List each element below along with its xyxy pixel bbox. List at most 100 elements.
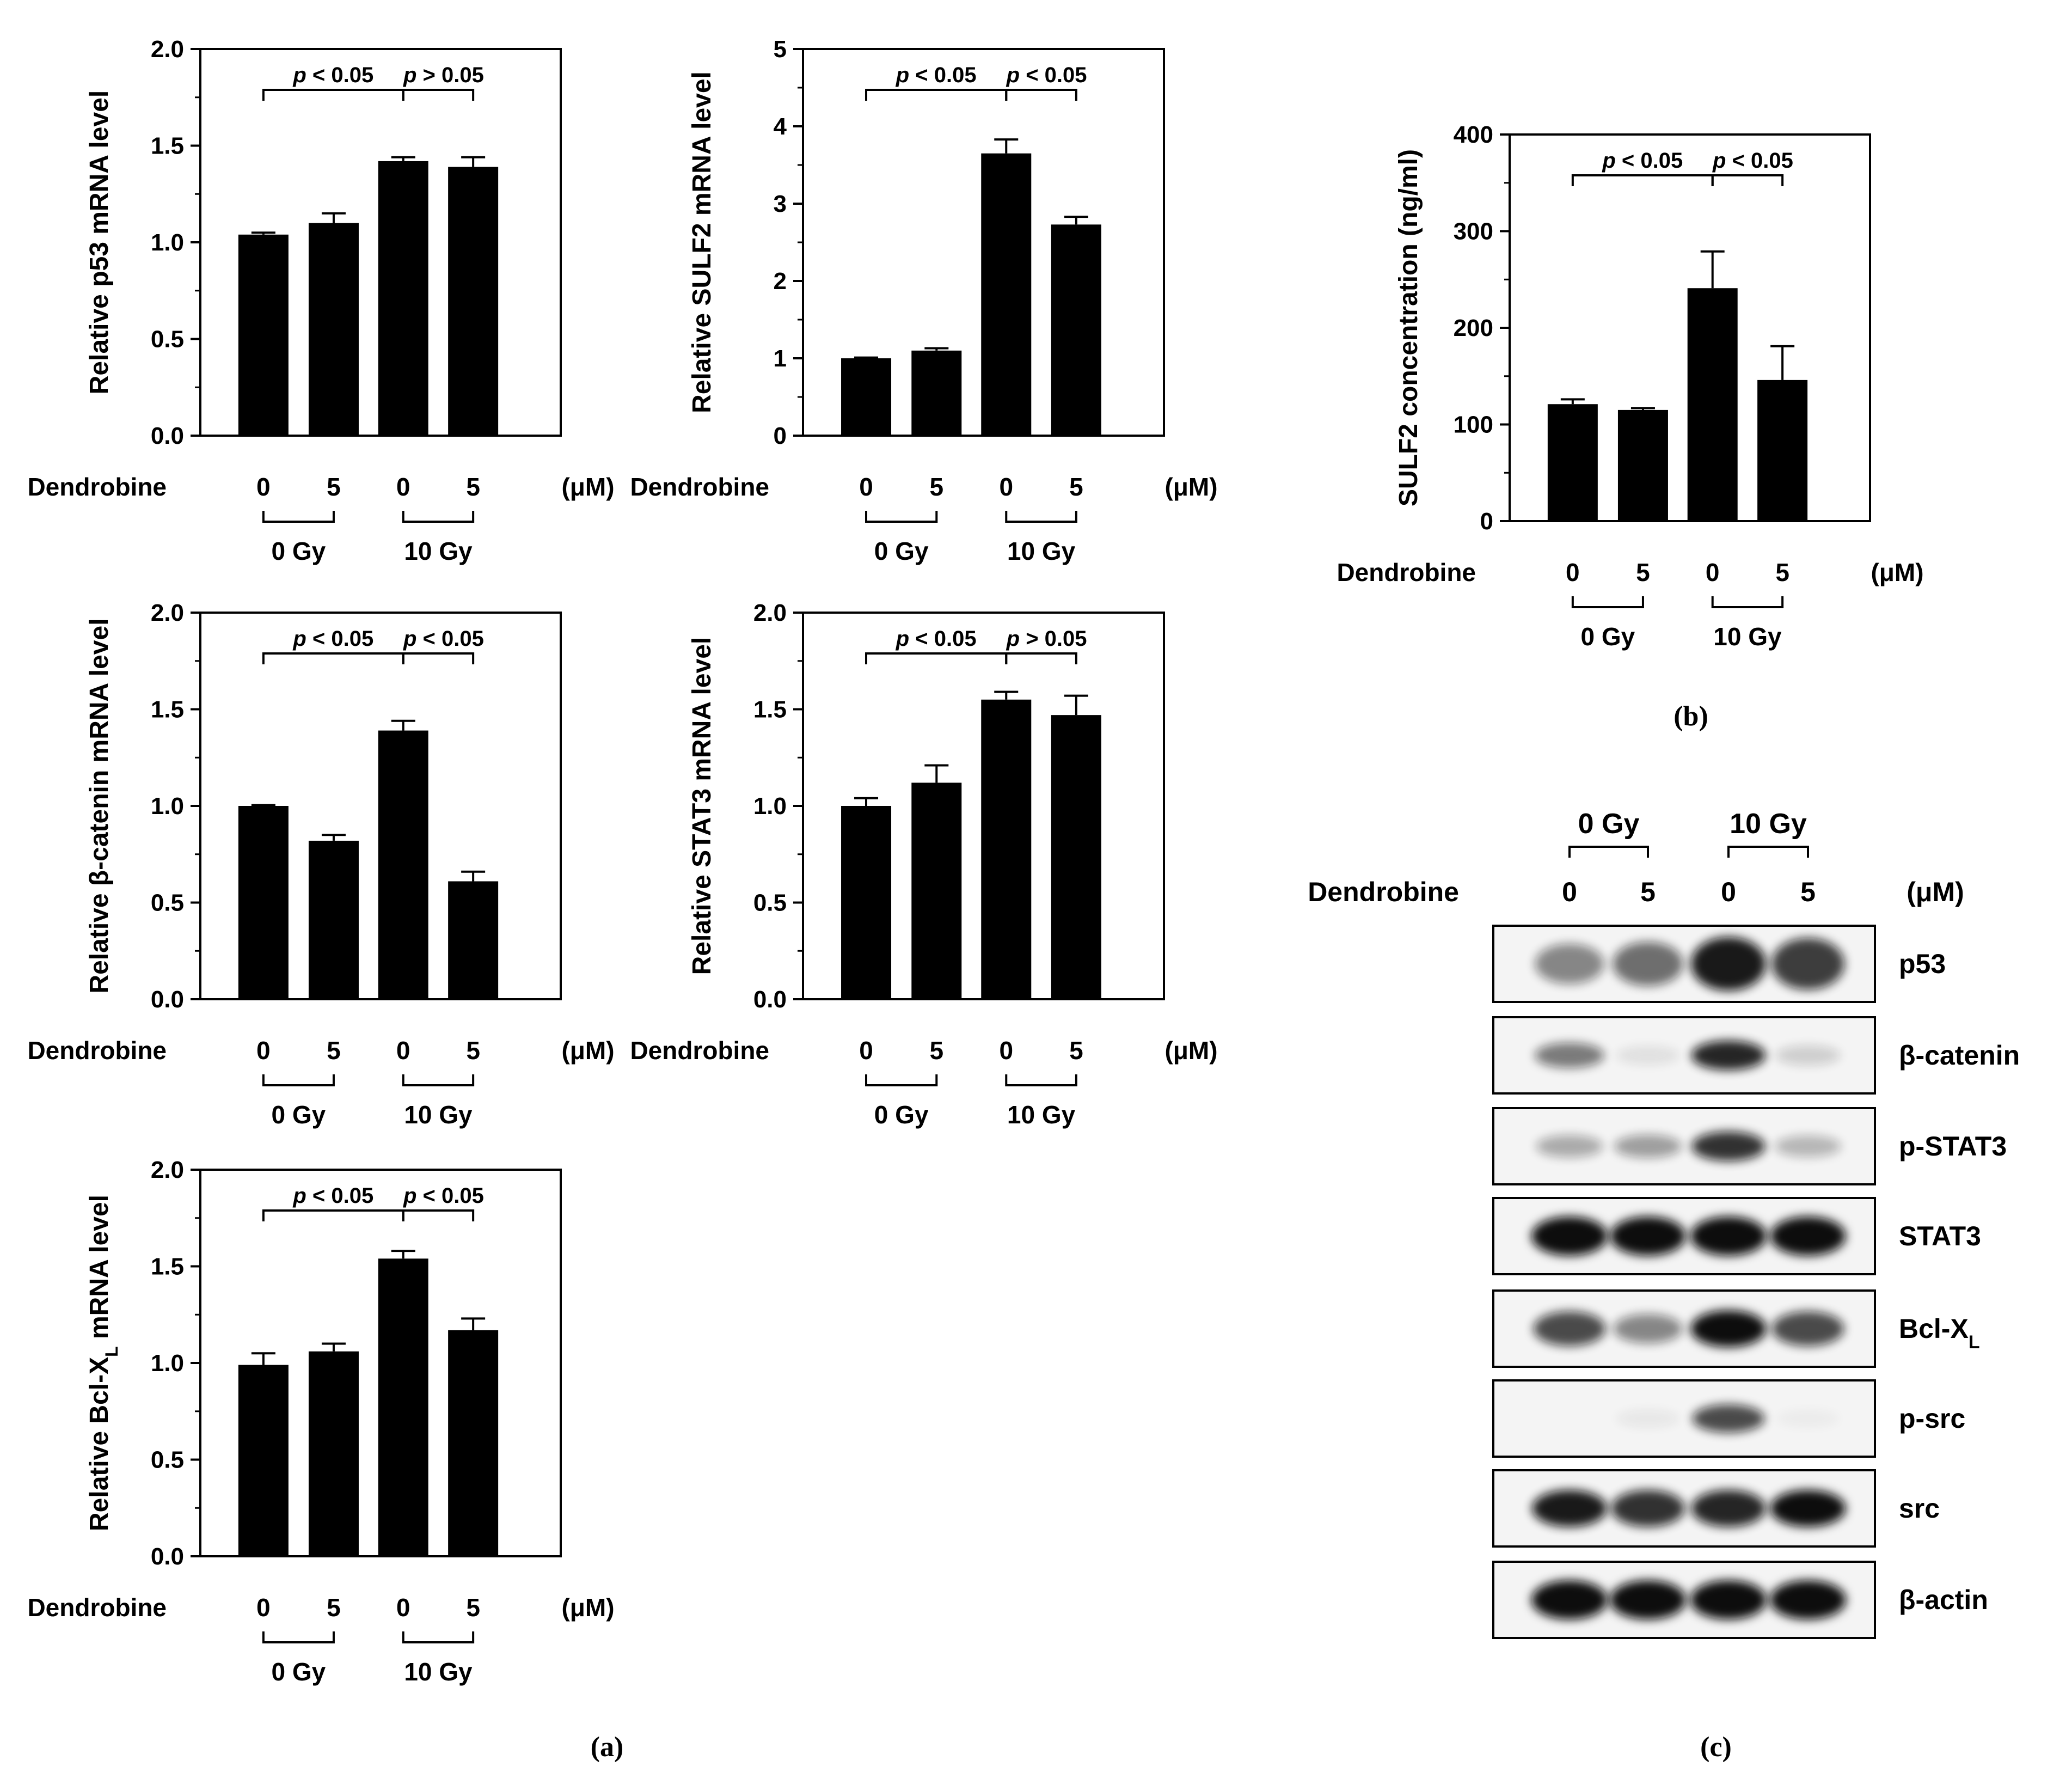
dose-label: 5 (1069, 1036, 1083, 1065)
group-label: 10 Gy (1007, 1101, 1076, 1129)
y-tick-label: 2.0 (151, 600, 184, 626)
group-label: 0 Gy (272, 1101, 326, 1129)
wb-protein-label-subscript: L (1969, 1332, 1980, 1353)
dose-label: 5 (930, 1036, 944, 1065)
wb-protein-label: β-catenin (1899, 1040, 2020, 1071)
wb-protein-label: p-src (1899, 1403, 1965, 1434)
wb-band (1690, 1217, 1767, 1256)
p-symbol: p (1006, 627, 1020, 651)
y-tick-label: 2.0 (151, 1157, 184, 1183)
y-tick-label: 3 (774, 191, 787, 217)
dose-label: 5 (466, 473, 480, 501)
wb-band (1692, 1404, 1765, 1433)
dose-label: 0 (999, 473, 1013, 501)
y-tick-label: 4 (774, 113, 787, 140)
chart-p53: 0.0 0.5 1.0 1.5 2.0 Relative p53 mRNA level p … (27, 36, 614, 565)
y-tick-label: 100 (1454, 412, 1493, 438)
bar (378, 730, 428, 999)
treatment-label: Dendrobine (630, 1036, 769, 1065)
wb-row: β-catenin (1492, 1016, 2020, 1095)
group-label: 0 Gy (1581, 622, 1635, 651)
p-value-text: < 0.05 (416, 1184, 483, 1208)
wb-row: STAT3 (1492, 1197, 1981, 1275)
y-tick-label: 1.0 (151, 229, 184, 256)
y-axis-label: Relative β-catenin mRNA level (85, 618, 114, 993)
panel-label-c: (c) (1700, 1732, 1732, 1763)
y-tick-label: 1 (774, 345, 787, 372)
wb-band (1691, 1040, 1766, 1071)
p-value-text: < 0.05 (306, 1184, 373, 1208)
significance-label: p > 0.05 (1006, 627, 1087, 651)
y-tick-label: 0.0 (151, 1543, 184, 1570)
y-tick-label: 1.5 (151, 696, 184, 723)
group-bracket (262, 511, 335, 523)
wb-band (1531, 1580, 1608, 1619)
wb-band (1611, 1490, 1685, 1527)
y-tick-label: 1.0 (151, 793, 184, 820)
bar (1617, 409, 1668, 521)
group-bracket (262, 1074, 335, 1086)
bar (841, 806, 892, 999)
dose-label: 0 (396, 473, 410, 501)
dose-label: 5 (1636, 558, 1650, 586)
group-label: 10 Gy (404, 537, 473, 565)
y-tick-label: 200 (1454, 315, 1493, 341)
bar (911, 783, 962, 999)
y-tick-label: 1.5 (753, 696, 787, 723)
wb-group-bracket (1727, 846, 1809, 858)
wb-band (1536, 1135, 1603, 1158)
dose-label: 5 (327, 1036, 341, 1065)
bar (841, 358, 892, 436)
wb-band (1610, 1580, 1686, 1619)
y-tick-label: 0 (1480, 508, 1493, 535)
dose-label: 0 (256, 1036, 271, 1065)
panel-label-b: (b) (1673, 701, 1708, 732)
bar (378, 1258, 428, 1556)
chart-bcatenin: 0.0 0.5 1.0 1.5 2.0 Relative β-catenin mRNA l… (27, 600, 614, 1129)
dose-label: 0 (999, 1036, 1013, 1065)
treatment-label: Dendrobine (27, 1036, 167, 1065)
group-label: 10 Gy (404, 1658, 473, 1686)
y-tick-label: 2.0 (151, 36, 184, 63)
wb-band (1775, 1135, 1841, 1157)
wb-protein-label: Bcl-XL (1899, 1313, 1980, 1353)
wb-row: β-actin (1492, 1561, 1988, 1639)
treatment-label: Dendrobine (27, 1593, 167, 1622)
bar (1547, 404, 1598, 521)
significance-bracket (1005, 89, 1077, 101)
group-label: 10 Gy (1007, 537, 1076, 565)
p-symbol: p (292, 63, 306, 87)
bar (238, 234, 289, 436)
dose-label: 5 (327, 1593, 341, 1622)
p-symbol: p (403, 627, 416, 651)
wb-band (1690, 1310, 1767, 1347)
wb-dose-label: 5 (1800, 877, 1816, 907)
y-tick-label: 400 (1454, 121, 1493, 148)
y-tick-label: 0.5 (151, 890, 184, 916)
p-symbol: p (403, 63, 416, 87)
unit-label: (μM) (1164, 473, 1217, 501)
bar (238, 1365, 289, 1556)
dose-label: 0 (859, 1036, 873, 1065)
unit-label: (μM) (561, 1593, 614, 1622)
bar (1687, 288, 1738, 521)
wb-row: p53 (1492, 925, 1946, 1003)
wb-unit-label: (μM) (1907, 877, 1964, 907)
bar (308, 223, 359, 436)
unit-label: (μM) (1164, 1036, 1217, 1065)
chart-sulf2conc: 0 100 200 300 400 SULF2 concentration (ng/ml)… (1337, 121, 1923, 651)
bar (911, 350, 962, 436)
wb-protein-label: p53 (1899, 949, 1946, 979)
y-tick-label: 1.0 (753, 793, 787, 820)
group-label: 0 Gy (272, 1658, 326, 1686)
p-symbol: p (292, 1184, 306, 1208)
wb-band (1616, 1409, 1680, 1428)
wb-band (1535, 944, 1604, 984)
dose-label: 0 (859, 473, 873, 501)
p-value-text: < 0.05 (909, 627, 976, 651)
treatment-label: Dendrobine (630, 473, 769, 501)
significance-label: p < 0.05 (896, 627, 977, 651)
wb-band (1616, 1046, 1680, 1065)
chart-bclxl: 0.0 0.5 1.0 1.5 2.0 Relative Bcl-XL mRNA leve… (27, 1157, 614, 1686)
treatment-label: Dendrobine (27, 473, 167, 501)
